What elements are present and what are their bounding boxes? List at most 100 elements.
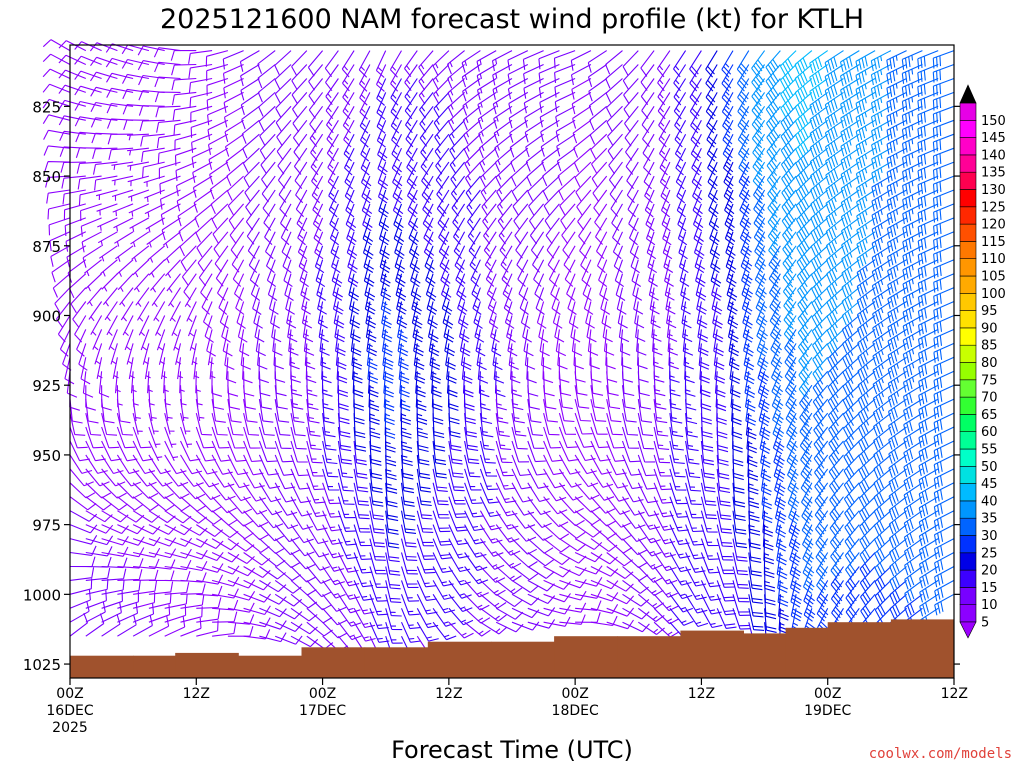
wind-barb	[917, 175, 939, 196]
wind-barb	[227, 524, 254, 540]
wind-barb	[101, 557, 128, 569]
wind-barb	[301, 301, 313, 329]
wind-barb	[742, 301, 753, 329]
wind-barb	[732, 482, 746, 508]
wind-barb	[385, 524, 400, 549]
wind-barb	[69, 496, 97, 511]
wind-barb	[843, 468, 860, 495]
wind-barb	[711, 287, 723, 315]
wind-barb	[148, 412, 159, 435]
wind-barb	[690, 120, 702, 148]
wind-barb	[743, 357, 755, 385]
wind-barb	[886, 64, 907, 85]
wind-barb	[874, 524, 892, 550]
wind-barb	[606, 510, 631, 528]
wind-barb	[290, 371, 303, 397]
wind-barb	[802, 524, 814, 552]
wind-barb	[259, 119, 276, 146]
wind-barb	[292, 92, 308, 119]
wind-barb	[621, 412, 639, 436]
wind-barb	[903, 440, 923, 463]
wind-barb	[218, 287, 229, 315]
wind-barb	[918, 384, 939, 406]
wind-barb	[559, 552, 587, 564]
wind-barb	[554, 91, 576, 113]
wind-barb	[232, 259, 245, 287]
wind-barb	[932, 77, 955, 97]
wind-barb	[813, 398, 829, 426]
wind-barb	[306, 440, 323, 464]
wind-barb	[658, 106, 671, 134]
wind-barb	[369, 524, 386, 548]
wind-barb	[196, 597, 222, 609]
wind-barb	[270, 301, 280, 329]
wind-barb	[871, 287, 892, 310]
wind-barb	[259, 593, 287, 605]
wind-barb	[716, 413, 728, 439]
wind-barb	[570, 315, 581, 343]
wind-barb	[527, 552, 555, 567]
wind-barb	[933, 300, 955, 321]
wind-barb	[495, 566, 522, 582]
wind-barb	[855, 64, 876, 86]
wind-barb	[195, 412, 213, 436]
wind-barb	[829, 482, 844, 509]
wind-barb	[85, 385, 96, 411]
wind-barb	[95, 189, 118, 201]
wind-barb	[274, 78, 292, 104]
wind-barb	[243, 629, 271, 640]
wind-barb	[376, 106, 387, 134]
wind-barb	[353, 468, 369, 493]
terrain-segment	[238, 655, 302, 678]
wind-barb	[140, 329, 150, 351]
wind-barb	[342, 92, 355, 120]
wind-barb	[727, 315, 739, 343]
wind-barb	[46, 189, 71, 204]
wind-barb	[643, 161, 655, 190]
wind-barb	[669, 566, 692, 586]
wind-barb	[367, 371, 379, 398]
wind-barb	[359, 64, 371, 92]
wind-barb	[333, 301, 345, 329]
wind-barb	[359, 92, 371, 120]
wind-barb	[810, 217, 829, 243]
wind-barb	[842, 384, 860, 410]
wind-barb	[721, 64, 734, 92]
wind-barb	[161, 217, 181, 241]
wind-barb	[732, 566, 749, 589]
wind-barb	[902, 301, 923, 323]
wind-barb	[757, 371, 770, 399]
wind-barb	[400, 608, 421, 630]
wind-barb	[482, 203, 497, 231]
wind-barb	[337, 371, 349, 398]
wind-barb	[438, 231, 450, 260]
wind-barb	[464, 440, 480, 465]
wind-barb	[326, 106, 339, 134]
wind-barb	[363, 245, 374, 273]
wind-barb	[841, 287, 860, 312]
wind-barb	[376, 78, 387, 106]
wind-barb	[558, 440, 580, 462]
wind-barb	[85, 412, 102, 436]
wind-barb	[261, 175, 276, 203]
wind-barb	[856, 301, 876, 325]
colorbar-cell	[959, 465, 977, 484]
wind-barb	[716, 482, 731, 507]
wind-barb	[904, 552, 923, 576]
wind-barb	[491, 50, 513, 72]
wind-barb	[641, 106, 655, 134]
wind-barb	[736, 50, 750, 78]
wind-barb	[589, 119, 608, 145]
wind-barb	[644, 189, 655, 218]
wind-barb	[495, 468, 516, 490]
wind-barb	[432, 482, 449, 506]
wind-barb	[433, 78, 450, 104]
wind-barb	[64, 217, 86, 237]
wind-barb	[802, 552, 815, 580]
wind-barb	[365, 301, 377, 329]
wind-barb	[622, 593, 650, 607]
wind-barb	[574, 577, 603, 587]
wind-barb	[476, 50, 497, 72]
wind-barb	[421, 161, 434, 190]
wind-barb	[306, 454, 324, 477]
